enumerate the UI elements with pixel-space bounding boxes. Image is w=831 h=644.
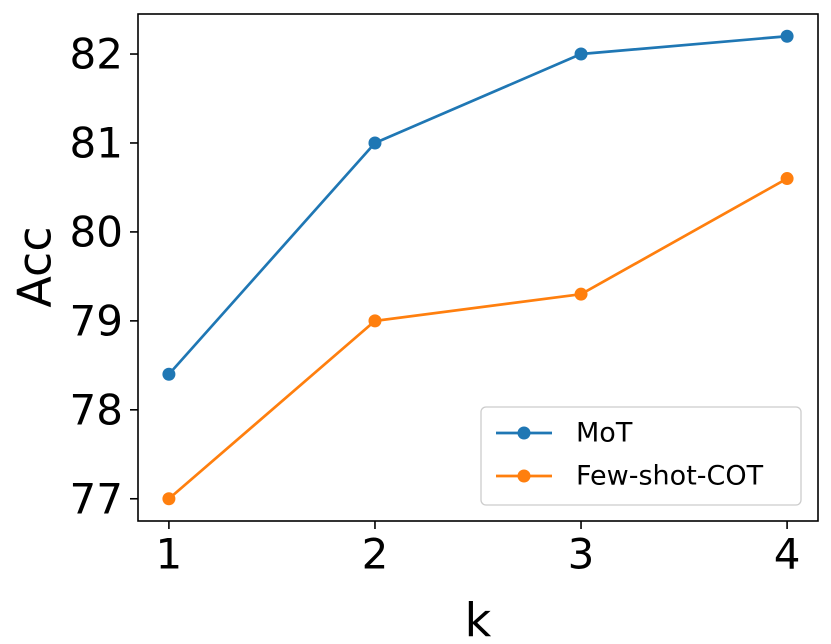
x-tick-label: 3: [568, 530, 595, 579]
axes-layer: [137, 13, 819, 522]
x-tick-label: 4: [774, 530, 801, 579]
data-point-mot: [780, 29, 794, 43]
y-ticks: 77 78 79 80 81 82: [70, 30, 138, 523]
legend: MoT Few-shot-COT: [480, 406, 802, 506]
y-tick-label: 77: [70, 474, 123, 523]
data-point-few-shot-cot: [780, 172, 794, 186]
y-axis-title: Acc: [8, 226, 62, 307]
data-point-few-shot-cot: [368, 314, 382, 328]
legend-label-mot: MoT: [576, 418, 633, 449]
data-point-mot: [574, 47, 588, 61]
data-point-few-shot-cot: [162, 492, 176, 506]
legend-marker-mot: [517, 426, 531, 440]
legend-marker-few-shot-cot: [517, 469, 531, 483]
plot-frame: [137, 13, 819, 522]
legend-box: [480, 406, 802, 506]
data-point-few-shot-cot: [574, 287, 588, 301]
y-tick-label: 78: [70, 385, 123, 434]
legend-label-few-shot-cot: Few-shot-COT: [576, 461, 764, 492]
y-tick-label: 81: [70, 118, 123, 167]
y-tick-label: 80: [70, 207, 123, 256]
x-tick-label: 1: [156, 530, 183, 579]
data-point-mot: [368, 136, 382, 150]
series-line-mot: [167, 34, 788, 376]
y-tick-label: 79: [70, 296, 123, 345]
x-ticks: 1 2 3 4: [156, 521, 801, 579]
y-tick-label: 82: [70, 30, 123, 79]
data-point-mot: [162, 367, 176, 381]
series-line-few-shot-cot: [168, 177, 788, 500]
x-axis-title: k: [465, 594, 492, 644]
x-tick-label: 2: [362, 530, 389, 579]
series-layer: [162, 29, 794, 506]
